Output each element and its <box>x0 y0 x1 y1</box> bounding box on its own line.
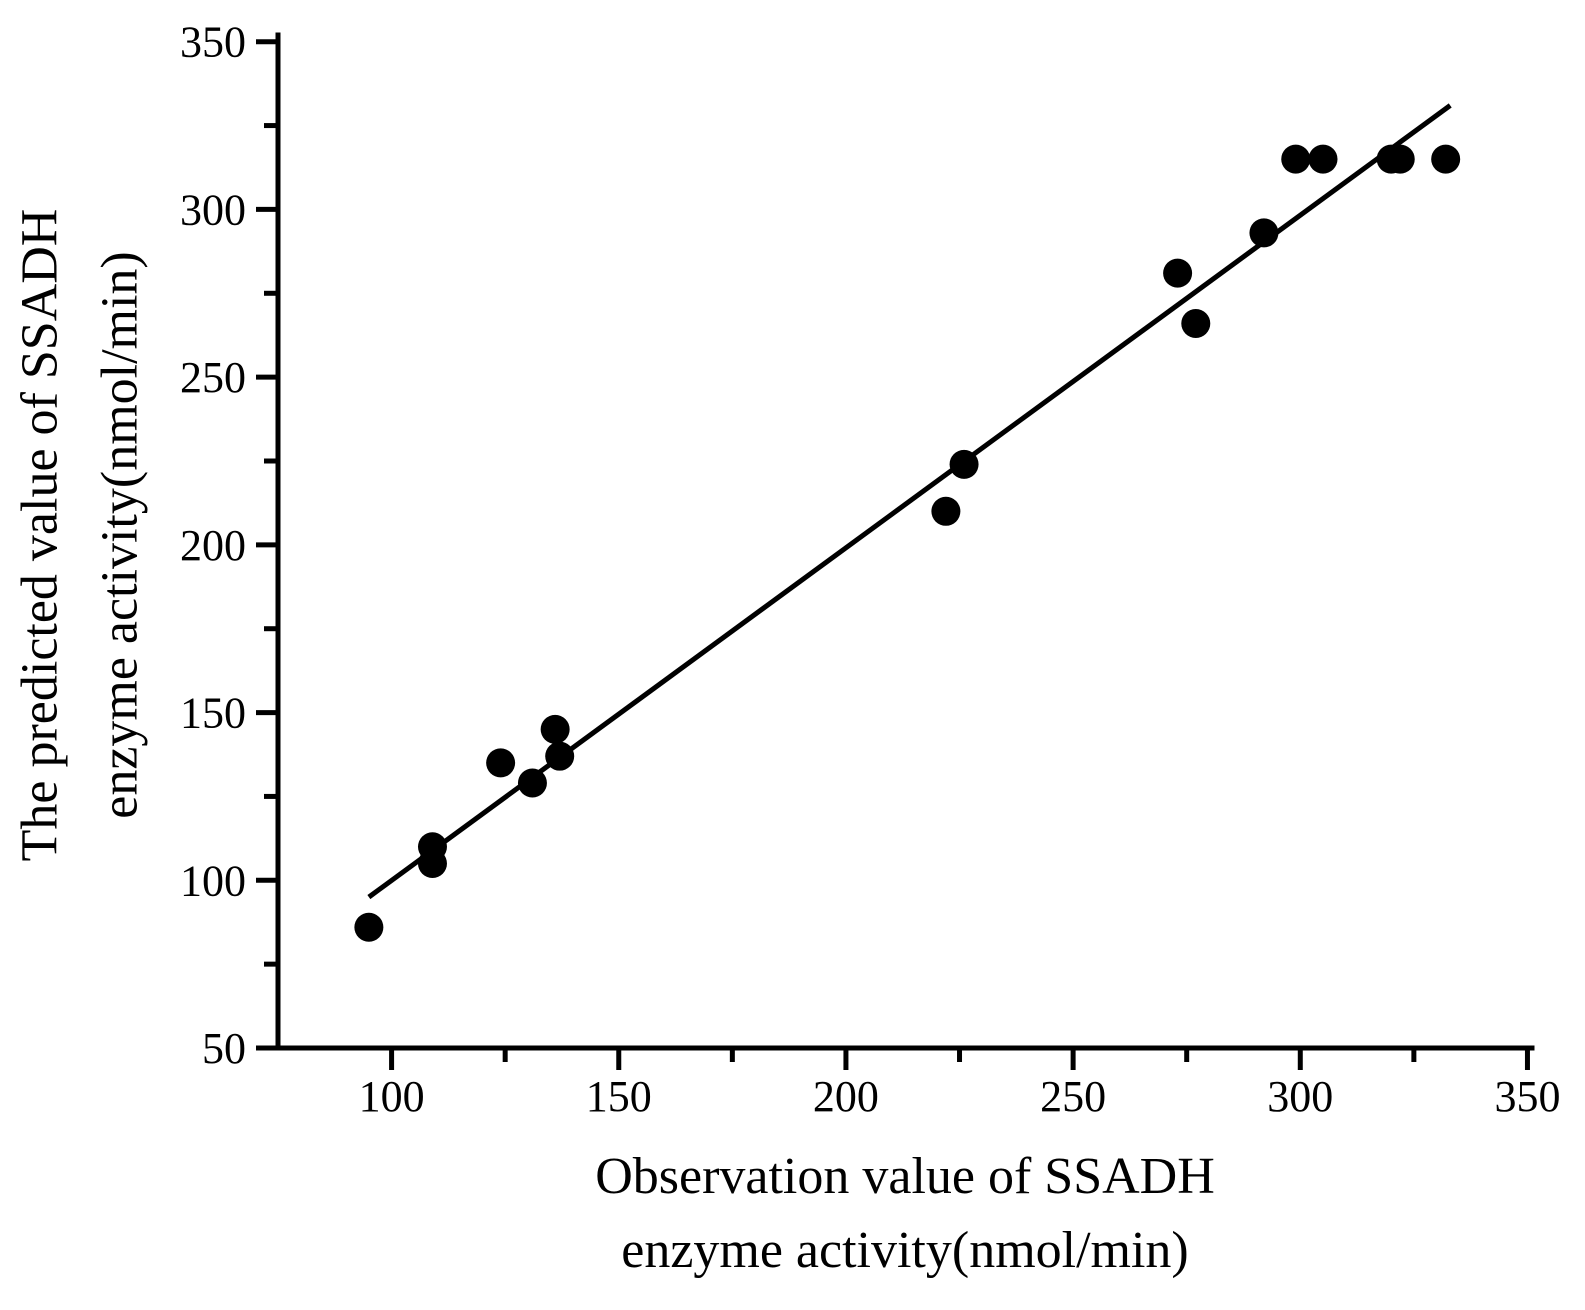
data-point <box>1281 144 1311 174</box>
data-point <box>1163 258 1193 288</box>
data-point <box>949 449 979 479</box>
x-axis-title-line-2: enzyme activity(nmol/min) <box>621 1222 1189 1279</box>
data-point <box>1181 308 1211 338</box>
y-tick-label: 200 <box>180 521 246 570</box>
data-point <box>545 741 575 771</box>
x-axis-title-line-1: Observation value of SSADH <box>595 1148 1215 1205</box>
y-tick-label: 350 <box>180 18 246 67</box>
x-tick-label: 200 <box>813 1072 879 1121</box>
data-point <box>1249 218 1279 248</box>
x-axis-title: Observation value of SSADH enzyme activi… <box>278 1140 1532 1288</box>
data-point <box>931 496 961 526</box>
x-tick-label: 250 <box>1040 1072 1106 1121</box>
data-point <box>1308 144 1338 174</box>
y-tick-label: 300 <box>180 185 246 234</box>
data-point <box>517 768 547 798</box>
x-tick-label: 150 <box>586 1072 652 1121</box>
data-point <box>486 748 516 778</box>
x-tick-label: 350 <box>1494 1072 1560 1121</box>
x-tick-label: 300 <box>1267 1072 1333 1121</box>
x-tick-label: 100 <box>359 1072 425 1121</box>
y-axis-title-line-1: The predicted value of SSADH <box>11 208 69 862</box>
data-point <box>354 912 384 942</box>
y-tick-label: 150 <box>180 689 246 738</box>
data-point <box>540 714 570 744</box>
data-point <box>1431 144 1461 174</box>
data-point <box>1385 144 1415 174</box>
y-tick-label: 250 <box>180 353 246 402</box>
y-axis-title-line-2: enzyme activity(nmol/min) <box>91 251 149 819</box>
data-point <box>417 849 447 879</box>
y-tick-label: 100 <box>180 856 246 905</box>
y-tick-label: 50 <box>202 1024 246 1073</box>
